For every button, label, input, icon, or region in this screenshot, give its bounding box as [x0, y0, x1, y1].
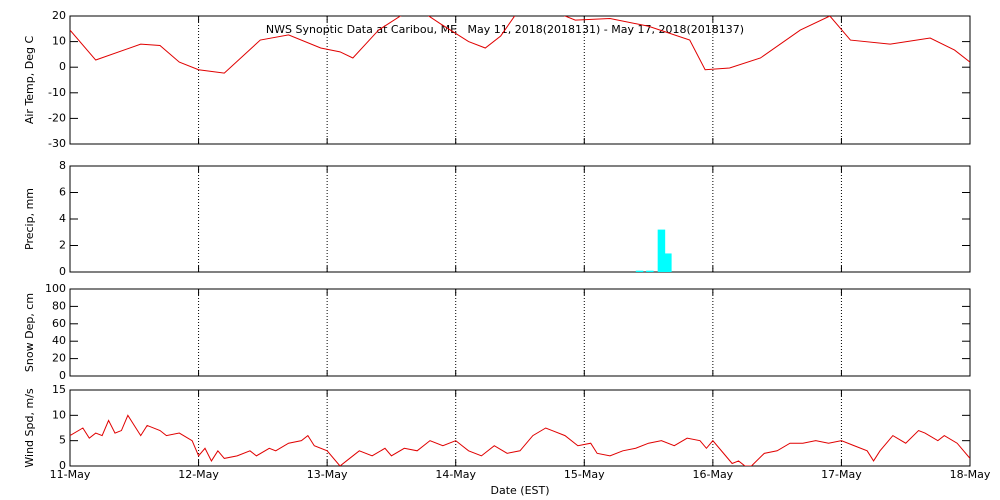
y-tick-label: 20 [52, 9, 66, 22]
y-tick-label: 40 [52, 334, 66, 347]
x-tick-label: 16-May [692, 468, 733, 481]
plot-frame [69, 15, 971, 145]
data-line [70, 414, 970, 466]
y-axis-label: Wind Spd, m/s [23, 388, 36, 468]
y-tick-label: 5 [59, 434, 66, 447]
y-tick-label: 10 [52, 408, 66, 421]
y-tick-label: -30 [48, 137, 66, 150]
plot-frame [69, 389, 971, 467]
y-tick-label: -20 [48, 111, 66, 124]
x-tick-label: 14-May [435, 468, 476, 481]
x-tick-label: 11-May [50, 468, 91, 481]
y-axis-label: Air Temp, Deg C [23, 36, 36, 125]
plot-frame [69, 288, 971, 377]
y-tick-label: 8 [59, 159, 66, 172]
y-tick-label: 60 [52, 317, 66, 330]
x-tick-label: 18-May [950, 468, 991, 481]
plot-area [635, 229, 672, 272]
bar [657, 229, 666, 272]
data-line [70, 16, 970, 74]
x-axis-label: Date (EST) [490, 484, 549, 497]
y-tick-label: 2 [59, 239, 66, 252]
y-tick-label: 0 [59, 60, 66, 73]
y-tick-label: 15 [52, 383, 66, 396]
x-tick-label: 12-May [178, 468, 219, 481]
y-tick-label: 4 [59, 212, 66, 225]
bar [635, 270, 644, 272]
bar [664, 253, 672, 272]
bar [646, 270, 654, 272]
y-tick-label: 20 [52, 352, 66, 365]
y-tick-label: 100 [45, 282, 66, 295]
y-tick-label: -10 [48, 86, 66, 99]
x-tick-label: 13-May [307, 468, 348, 481]
y-axis-label: Snow Dep, cm [23, 293, 36, 372]
y-axis-label: Precip, mm [23, 188, 36, 250]
y-tick-label: 10 [52, 35, 66, 48]
y-tick-label: 0 [59, 265, 66, 278]
x-tick-label: 17-May [821, 468, 862, 481]
plot-frame [69, 165, 971, 273]
y-tick-label: 0 [59, 369, 66, 382]
y-tick-label: 80 [52, 299, 66, 312]
plot-area [70, 16, 970, 74]
plot-area [70, 414, 970, 466]
x-tick-label: 15-May [564, 468, 605, 481]
y-tick-label: 6 [59, 186, 66, 199]
y-tick-label: 0 [59, 459, 66, 472]
